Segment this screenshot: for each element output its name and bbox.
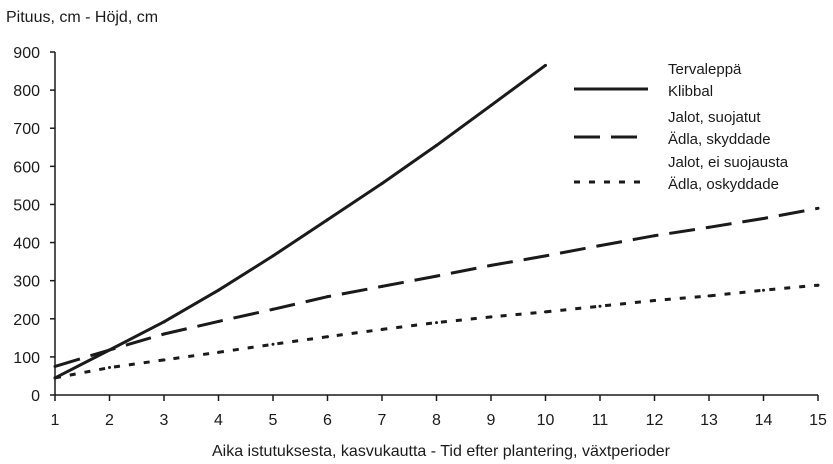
series-2-point — [544, 254, 547, 258]
series-3-point — [544, 310, 547, 314]
x-tick-label: 2 — [105, 412, 114, 429]
x-tick-label: 15 — [809, 412, 827, 429]
x-tick-label: 7 — [378, 412, 387, 429]
series-3-point — [707, 294, 711, 298]
series-2-point — [598, 244, 602, 248]
x-tick-label: 6 — [323, 412, 332, 429]
series-1-point — [162, 320, 166, 324]
x-tick-label: 5 — [269, 412, 278, 429]
series-3-point — [653, 298, 656, 302]
series-2-point — [653, 234, 656, 238]
legend: Tervaleppä Klibbal Jalot, suojatut Ädla, sk… — [574, 61, 789, 193]
series-2-point — [53, 364, 57, 368]
legend-label-2: Ädla, skyddade — [668, 131, 771, 148]
series-3-point — [326, 335, 329, 339]
y-tick-label: 800 — [13, 83, 40, 100]
series-1-point — [489, 103, 493, 107]
y-tick-label: 700 — [13, 121, 40, 138]
series-3-point — [435, 321, 438, 325]
series-3-point — [53, 376, 57, 380]
y-tick-label: 100 — [13, 350, 40, 367]
legend-label-2: Jalot, suojatut — [668, 109, 761, 126]
x-tick-label: 14 — [755, 412, 773, 429]
y-tick-label: 500 — [13, 197, 40, 214]
series-1-point — [271, 254, 275, 258]
series-line-2 — [54, 206, 819, 368]
x-tick-label: 8 — [432, 412, 441, 429]
x-tick-label: 3 — [160, 412, 169, 429]
x-tick-label: 9 — [487, 412, 496, 429]
series-1-point — [544, 63, 547, 67]
series-1-point — [326, 218, 329, 222]
series-3-point — [217, 350, 220, 354]
series-3-point — [271, 342, 275, 346]
series-1-point — [435, 143, 438, 147]
y-tick-label: 0 — [31, 388, 40, 405]
series-2-point — [326, 295, 329, 299]
legend-label-3: Jalot, ei suojausta — [668, 154, 789, 171]
series-2-point — [762, 217, 765, 221]
series-2-point — [707, 225, 711, 229]
series-2-point — [217, 319, 220, 323]
series-3-point — [380, 327, 384, 331]
y-axis: 0 100 200 300 400 500 600 700 800 900 — [13, 45, 56, 405]
series-group — [53, 63, 820, 380]
x-tick-label: 12 — [646, 412, 664, 429]
series-2-point — [489, 263, 493, 267]
legend-label-1: Tervaleppä — [668, 61, 742, 78]
series-2-point — [816, 206, 820, 210]
y-ticks: 0 100 200 300 400 500 600 700 800 900 — [13, 45, 55, 405]
x-axis-label: Aika istutuksesta, kasvukautta - Tid eft… — [212, 443, 671, 460]
x-tick-label: 13 — [700, 412, 718, 429]
series-2-point — [108, 348, 111, 352]
y-tick-label: 300 — [13, 274, 40, 291]
y-tick-label: 400 — [13, 236, 40, 253]
y-tick-label: 600 — [13, 159, 40, 176]
x-axis: 1 2 3 4 5 6 7 8 9 10 11 12 13 14 15 — [51, 394, 827, 429]
series-3-point — [762, 288, 765, 292]
series-2-point — [271, 307, 275, 311]
x-tick-label: 4 — [214, 412, 223, 429]
y-axis-label: Pituus, cm - Höjd, cm — [6, 9, 158, 26]
x-tick-label: 1 — [51, 412, 60, 429]
series-2-point — [380, 284, 384, 288]
series-1-point — [217, 288, 220, 292]
series-3-point — [598, 304, 602, 308]
y-tick-label: 200 — [13, 312, 40, 329]
x-ticks: 1 2 3 4 5 6 7 8 9 10 11 12 13 14 15 — [51, 395, 827, 429]
series-3-point — [162, 358, 166, 362]
series-3-point — [489, 315, 493, 319]
y-tick-label: 900 — [13, 45, 40, 62]
series-line-1 — [54, 64, 547, 380]
x-tick-label: 11 — [592, 412, 609, 429]
series-2-point — [435, 274, 438, 278]
legend-label-3: Ädla, oskyddade — [668, 176, 779, 193]
series-3-point — [816, 283, 820, 287]
series-2-point — [162, 332, 166, 336]
series-3-point — [108, 366, 111, 370]
x-tick-label: 10 — [537, 412, 555, 429]
series-1-point — [380, 181, 384, 185]
legend-label-1: Klibbal — [668, 83, 713, 100]
